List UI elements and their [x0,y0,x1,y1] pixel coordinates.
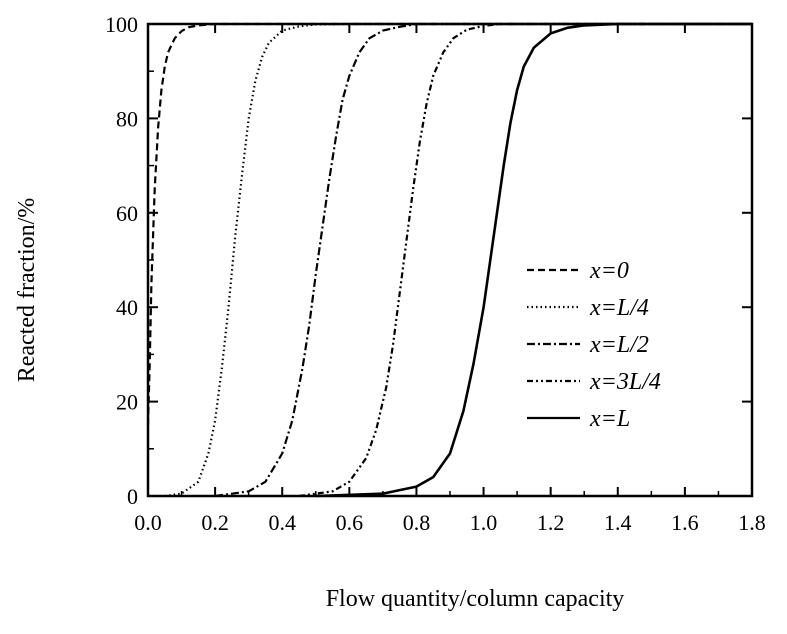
series-line-4 [298,22,752,498]
axis-ticks [147,23,753,497]
series-line-5 [315,22,752,498]
y-tick-labels: 0 20 40 60 80 100 [105,12,138,509]
legend-label: x=L [589,406,630,432]
x-tick-label: 0.8 [403,510,431,535]
legend-label: x=L/2 [589,332,649,358]
y-tick-label: 100 [105,12,138,37]
series-line-3 [214,22,752,498]
legend: x=0 x=L/4 x=L/2 x=3L/4 x=L [527,258,661,432]
x-tick-label: 1.6 [671,510,699,535]
x-tick-label: 0.2 [201,510,229,535]
y-tick-label: 80 [116,106,138,131]
x-tick-label: 1.0 [470,510,498,535]
y-tick-label: 40 [116,295,138,320]
y-tick-label: 0 [127,484,138,509]
x-tick-label: 1.8 [738,510,766,535]
legend-label: x=0 [589,258,629,284]
series-lines [146,22,752,498]
x-tick-label: 1.4 [604,510,632,535]
x-tick-label: 0.6 [336,510,364,535]
x-axis-title: Flow quantity/column capacity [326,586,625,612]
x-tick-label: 0.4 [268,510,296,535]
plot-frame [146,22,754,498]
y-tick-label: 60 [116,201,138,226]
y-tick-label: 20 [116,390,138,415]
x-tick-labels: 0.0 0.2 0.4 0.6 0.8 1.0 1.2 1.4 1.6 1.8 [134,510,766,535]
y-axis-title: Reacted fraction/% [14,198,40,383]
legend-label: x=3L/4 [589,369,661,395]
x-tick-label: 1.2 [537,510,565,535]
x-tick-label: 0.0 [134,510,162,535]
legend-label: x=L/4 [589,295,649,321]
series-line-1 [146,22,752,426]
